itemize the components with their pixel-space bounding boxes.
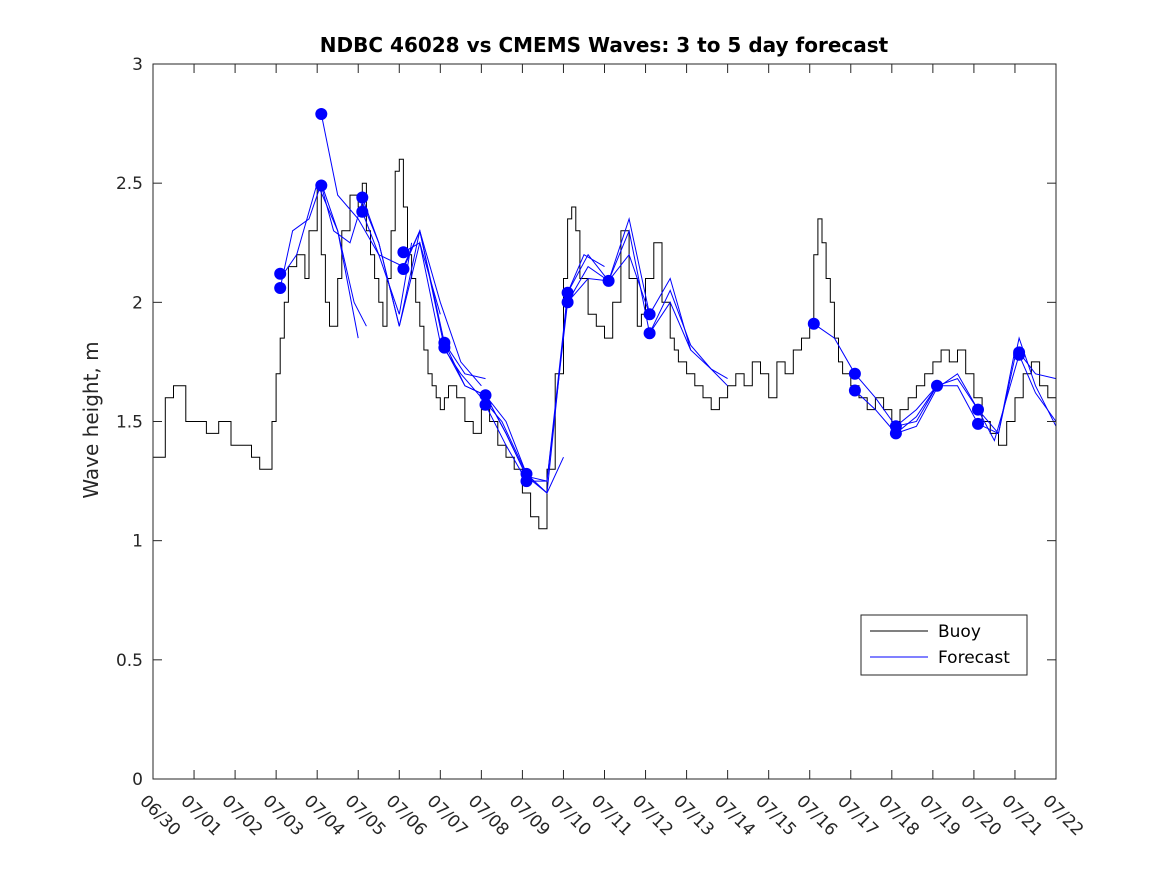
y-tick-label: 1.5 bbox=[116, 413, 143, 433]
forecast-run-line bbox=[320, 113, 413, 315]
plot-area bbox=[153, 108, 1057, 530]
y-tick-label: 1 bbox=[132, 532, 143, 552]
forecast-marker bbox=[602, 274, 615, 287]
forecast-run-line bbox=[813, 323, 938, 428]
y-tick-label: 0 bbox=[132, 770, 143, 790]
forecast-run-line bbox=[526, 216, 651, 482]
forecast-run-line bbox=[485, 253, 605, 494]
forecast-marker bbox=[561, 296, 574, 309]
forecast-marker bbox=[561, 286, 574, 299]
forecast-run-line bbox=[649, 289, 728, 387]
buoy-series-line bbox=[153, 158, 1057, 530]
forecast-marker bbox=[356, 191, 369, 204]
forecast-marker bbox=[438, 341, 451, 354]
forecast-marker bbox=[397, 263, 410, 275]
y-tick-label: 2.5 bbox=[116, 174, 143, 194]
y-axis-label: Wave height, m bbox=[79, 341, 103, 498]
forecast-marker bbox=[643, 308, 656, 321]
legend: Buoy Forecast bbox=[860, 614, 1028, 676]
forecast-marker bbox=[972, 403, 984, 416]
forecast-marker bbox=[848, 367, 861, 380]
forecast-marker bbox=[315, 108, 328, 120]
forecast-run-line bbox=[1018, 352, 1057, 380]
legend-forecast-label: Forecast bbox=[938, 648, 1010, 668]
y-tick-label: 3 bbox=[132, 55, 143, 75]
y-tick-label: 2 bbox=[132, 293, 143, 313]
forecast-marker bbox=[274, 282, 287, 294]
forecast-marker bbox=[315, 179, 328, 192]
forecast-run-line bbox=[279, 181, 359, 339]
forecast-marker bbox=[848, 384, 861, 397]
forecast-run-line bbox=[320, 185, 441, 327]
chart-title: NDBC 46028 vs CMEMS Waves: 3 to 5 day fo… bbox=[320, 33, 889, 57]
forecast-marker bbox=[520, 475, 533, 488]
forecast-run-line bbox=[567, 229, 692, 351]
forecast-marker bbox=[356, 205, 369, 218]
forecast-marker bbox=[479, 389, 492, 402]
forecast-run-line bbox=[854, 377, 979, 435]
legend-buoy-label: Buoy bbox=[938, 622, 981, 642]
forecast-marker bbox=[1013, 348, 1026, 361]
forecast-marker bbox=[274, 267, 287, 280]
forecast-marker bbox=[479, 398, 492, 411]
legend-box bbox=[860, 614, 1028, 676]
forecast-marker bbox=[807, 317, 820, 330]
forecast-marker bbox=[397, 246, 410, 259]
forecast-marker bbox=[643, 327, 656, 340]
forecast-marker bbox=[931, 379, 943, 392]
forecast-marker bbox=[889, 427, 902, 440]
y-tick-label: 0.5 bbox=[116, 651, 143, 671]
forecast-marker bbox=[972, 417, 984, 430]
forecast-run-line bbox=[403, 242, 527, 475]
